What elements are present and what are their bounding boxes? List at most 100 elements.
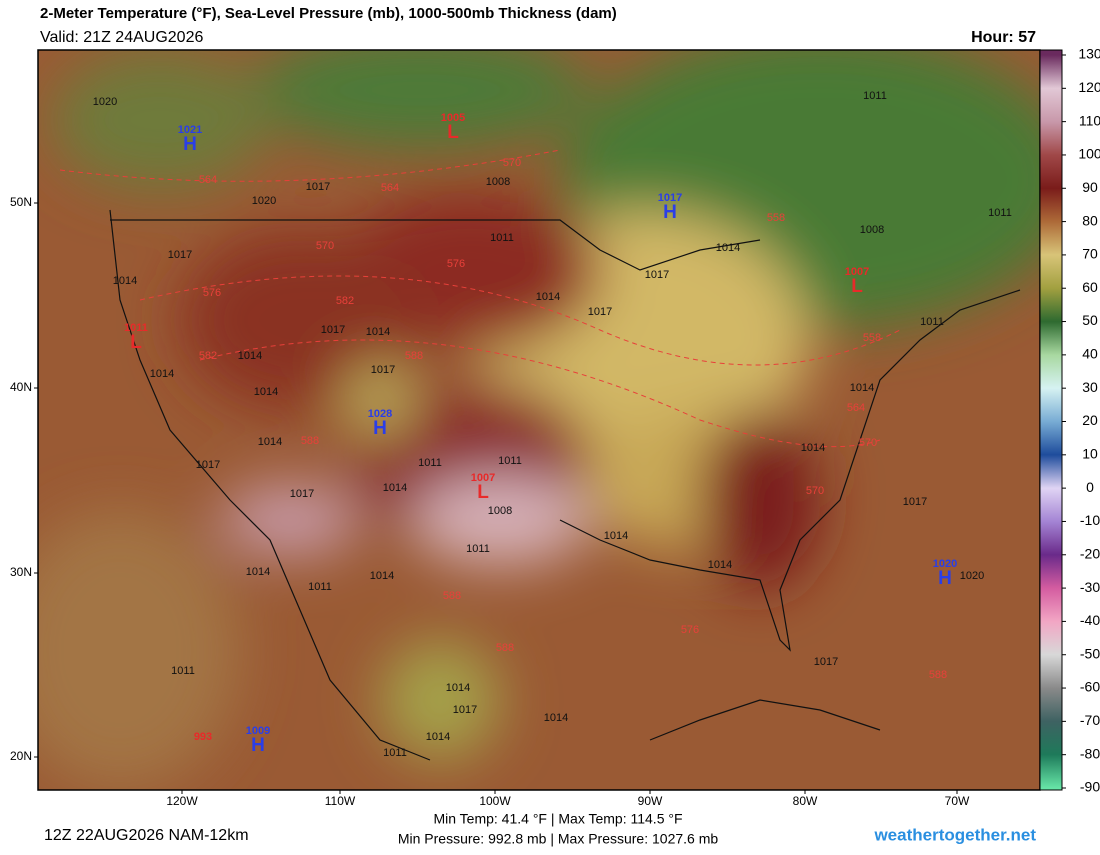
center-letter: H [663, 202, 677, 223]
thickness-label: 588 [301, 435, 319, 447]
colorbar-label: -70 [1080, 712, 1100, 728]
isobar-label: 1014 [708, 559, 732, 571]
thickness-label: 558 [863, 332, 881, 344]
isobar-label: 1011 [988, 207, 1012, 219]
isobar-label: 1014 [801, 442, 825, 454]
thickness-label: 570 [503, 157, 521, 169]
lat-label: 40N [10, 380, 32, 394]
center-value: 1007 [471, 472, 495, 484]
title: 2-Meter Temperature (°F), Sea-Level Pres… [40, 5, 617, 22]
colorbar-label: -40 [1080, 612, 1100, 628]
isobar-label: 1014 [446, 682, 470, 694]
isobar-label: 1017 [453, 704, 477, 716]
isobar-label: 1008 [486, 176, 510, 188]
isobar-label: 1017 [290, 488, 314, 500]
isobar-label: 1014 [544, 712, 568, 724]
site-credit: weathertogether.net [873, 825, 1036, 844]
isobar-label: 1017 [196, 459, 220, 471]
isobar-label: 1014 [383, 482, 407, 494]
lon-label: 80W [793, 794, 818, 808]
isobar-label: 1014 [258, 436, 282, 448]
center-letter: L [477, 482, 489, 503]
thickness-label: 588 [929, 669, 947, 681]
colorbar-label: -90 [1080, 779, 1100, 795]
isobar-label: 1014 [150, 368, 174, 380]
center-value: 1011 [124, 322, 148, 334]
thickness-label: 576 [447, 258, 465, 270]
isobar-label: 1011 [490, 232, 514, 244]
thickness-label: 570 [316, 240, 334, 252]
isobar-label: 1017 [321, 324, 345, 336]
colorbar-label: 90 [1082, 179, 1098, 195]
center-value: 993 [194, 731, 212, 743]
isobar-label: 1011 [466, 543, 490, 555]
isobar-label: 1011 [308, 581, 332, 593]
colorbar-label: 70 [1082, 246, 1098, 262]
center-value: 1020 [933, 558, 957, 570]
isobar-label: 1014 [426, 731, 450, 743]
colorbar-label: 60 [1082, 279, 1098, 295]
center-letter: L [130, 332, 142, 353]
colorbar-label: 20 [1082, 412, 1098, 428]
isobar-label: 1014 [850, 382, 874, 394]
center-value: 1009 [246, 725, 270, 737]
isobar-label: 1017 [306, 181, 330, 193]
center-letter: H [251, 735, 265, 756]
thickness-label: 564 [381, 182, 399, 194]
lon-label: 70W [945, 794, 970, 808]
center-value: 1028 [368, 408, 392, 420]
lat-label: 50N [10, 195, 32, 209]
isobar-label: 1008 [488, 505, 512, 517]
colorbar-label: -20 [1080, 545, 1100, 561]
colorbar-label: -80 [1080, 745, 1100, 761]
isobar-label: 1017 [903, 496, 927, 508]
colorbar-label: -10 [1080, 512, 1100, 528]
isobar-label: 1020 [252, 195, 276, 207]
isobar-label: 1017 [588, 306, 612, 318]
valid-time: Valid: 21Z 24AUG2026 [40, 29, 203, 46]
isobar-label: 1011 [863, 90, 887, 102]
lat-label: 30N [10, 565, 32, 579]
colorbar-label: 80 [1082, 212, 1098, 228]
colorbar-label: 30 [1082, 379, 1098, 395]
isobar-label: 1014 [366, 326, 390, 338]
center-value: 1017 [658, 192, 682, 204]
isobar-label: 1017 [371, 364, 395, 376]
map-field [38, 50, 1040, 790]
isobar-label: 1017 [645, 269, 669, 281]
isobar-label: 1011 [498, 455, 522, 467]
thickness-label: 570 [806, 485, 824, 497]
colorbar-label: -30 [1080, 579, 1100, 595]
thickness-label: 582 [199, 350, 217, 362]
isobar-label: 1020 [93, 96, 117, 108]
thickness-label: 576 [203, 287, 221, 299]
center-value: 1021 [178, 124, 202, 136]
center-value: 1005 [441, 112, 465, 124]
thickness-label: 588 [496, 642, 514, 654]
thickness-label: 564 [847, 402, 865, 414]
temp-range: Min Temp: 41.4 °F | Max Temp: 114.5 °F [433, 811, 682, 827]
colorbar-label: 110 [1079, 112, 1100, 128]
lon-label: 110W [325, 794, 356, 808]
isobar-label: 1014 [246, 566, 270, 578]
colorbar [1039, 49, 1063, 791]
pressure-range: Min Pressure: 992.8 mb | Max Pressure: 1… [398, 831, 719, 847]
colorbar-label: 0 [1086, 479, 1094, 495]
thickness-label: 582 [336, 295, 354, 307]
lon-label: 90W [638, 794, 663, 808]
isobar-label: 1011 [171, 665, 195, 677]
colorbar-label: -50 [1080, 645, 1100, 661]
model-run: 12Z 22AUG2026 NAM-12km [44, 827, 249, 844]
thickness-label: 588 [443, 590, 461, 602]
center-letter: H [938, 568, 952, 589]
colorbar-label: 130 [1078, 46, 1100, 62]
isobar-label: 1011 [920, 316, 944, 328]
forecast-hour: Hour: 57 [971, 29, 1036, 46]
thickness-label: 588 [405, 350, 423, 362]
lat-label: 20N [10, 749, 32, 763]
isobar-label: 1020 [960, 570, 984, 582]
thickness-label: 564 [199, 174, 217, 186]
isobar-label: 1014 [254, 386, 278, 398]
